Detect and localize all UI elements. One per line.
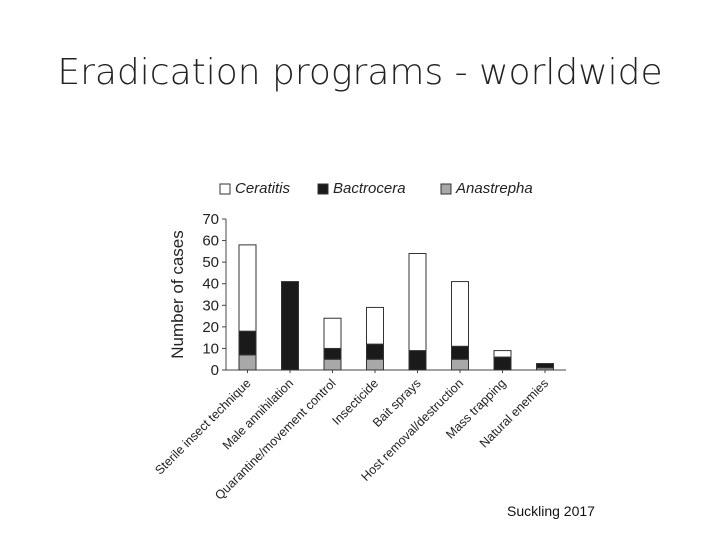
- legend-swatch-anastrepha: [440, 183, 452, 195]
- bar-anastrepha: [238, 354, 257, 371]
- citation: Suckling 2017: [507, 503, 595, 519]
- y-tick-label: 70: [202, 211, 219, 228]
- y-tick-label: 0: [211, 362, 219, 379]
- bar-bactrocera: [323, 347, 342, 360]
- y-tick-label: 60: [202, 233, 219, 250]
- bar-ceratitis: [323, 317, 342, 349]
- slide-title: Eradication programs - worldwide: [57, 52, 663, 93]
- legend-swatch-ceratitis: [219, 183, 231, 195]
- y-axis-label: Number of cases: [168, 230, 187, 359]
- bar-anastrepha: [451, 358, 469, 371]
- y-tick-label: 10: [202, 340, 219, 357]
- bar-ceratitis: [408, 253, 427, 352]
- legend-swatch-bactrocera: [317, 183, 329, 195]
- bar-ceratitis: [366, 306, 384, 345]
- bar-bactrocera: [451, 345, 469, 360]
- legend-label-anastrepha: Anastrepha: [455, 180, 533, 197]
- bar-bactrocera: [408, 350, 427, 371]
- bar-bactrocera: [281, 281, 299, 371]
- y-tick-label: 20: [202, 319, 219, 336]
- y-tick-label: 30: [202, 297, 219, 314]
- y-tick-label: 50: [202, 254, 219, 271]
- legend-label-bactrocera: Bactrocera: [333, 180, 406, 197]
- bar-bactrocera: [493, 356, 512, 371]
- bar-anastrepha: [323, 358, 342, 371]
- bar-bactrocera: [238, 330, 257, 356]
- bar-ceratitis: [493, 350, 512, 358]
- bar-ceratitis: [451, 281, 469, 347]
- bar-anastrepha: [366, 358, 384, 371]
- y-tick-label: 40: [202, 276, 219, 293]
- legend-label-ceratitis: Ceratitis: [235, 180, 291, 197]
- bar-ceratitis: [238, 244, 257, 332]
- bar-bactrocera: [366, 343, 384, 360]
- bar-bactrocera: [536, 363, 554, 369]
